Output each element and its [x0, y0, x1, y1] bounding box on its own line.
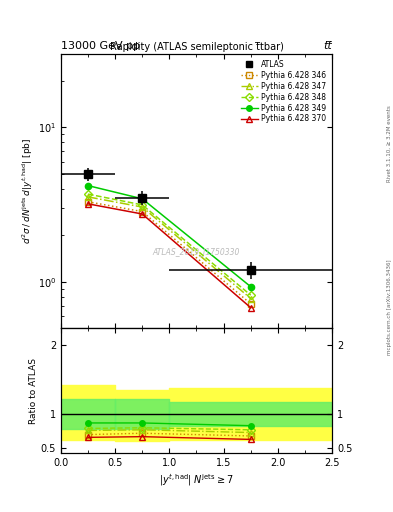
Pythia 6.428 347	[248, 295, 253, 302]
Line: Pythia 6.428 370: Pythia 6.428 370	[85, 201, 254, 311]
Pythia 6.428 346	[140, 208, 145, 215]
Title: Rapidity (ATLAS semileptonic t̅tbar): Rapidity (ATLAS semileptonic t̅tbar)	[110, 41, 283, 52]
Legend: ATLAS, Pythia 6.428 346, Pythia 6.428 347, Pythia 6.428 348, Pythia 6.428 349, P: ATLAS, Pythia 6.428 346, Pythia 6.428 34…	[239, 57, 328, 126]
Y-axis label: $d^2\sigma\,/\,dN^{\rm jets}\,d|y^{t,\rm had}|$ [pb]: $d^2\sigma\,/\,dN^{\rm jets}\,d|y^{t,\rm…	[20, 138, 35, 244]
Pythia 6.428 346	[248, 301, 253, 307]
Pythia 6.428 347	[86, 194, 90, 200]
Pythia 6.428 370	[140, 211, 145, 217]
Pythia 6.428 348	[248, 292, 253, 298]
Line: Pythia 6.428 349: Pythia 6.428 349	[85, 182, 254, 290]
Pythia 6.428 347	[140, 204, 145, 210]
Pythia 6.428 349	[86, 183, 90, 189]
Pythia 6.428 349	[248, 284, 253, 290]
Line: Pythia 6.428 347: Pythia 6.428 347	[85, 194, 254, 302]
Pythia 6.428 346	[86, 199, 90, 205]
Text: 13000 GeV pp: 13000 GeV pp	[61, 41, 140, 51]
X-axis label: $|y^{t,\rm had}|\;N^{\rm jets} \geq 7$: $|y^{t,\rm had}|\;N^{\rm jets} \geq 7$	[159, 472, 234, 488]
Text: tt̅: tt̅	[323, 41, 332, 51]
Text: mcplots.cern.ch [arXiv:1306.3436]: mcplots.cern.ch [arXiv:1306.3436]	[387, 260, 392, 355]
Pythia 6.428 349	[140, 196, 145, 202]
Pythia 6.428 348	[86, 191, 90, 197]
Text: ATLAS_2019_I1750330: ATLAS_2019_I1750330	[153, 247, 240, 256]
Text: Rivet 3.1.10, ≥ 3.2M events: Rivet 3.1.10, ≥ 3.2M events	[387, 105, 392, 182]
Pythia 6.428 370	[86, 201, 90, 207]
Line: Pythia 6.428 346: Pythia 6.428 346	[85, 199, 254, 307]
Y-axis label: Ratio to ATLAS: Ratio to ATLAS	[29, 358, 38, 424]
Pythia 6.428 348	[140, 202, 145, 208]
Pythia 6.428 370	[248, 305, 253, 311]
Line: Pythia 6.428 348: Pythia 6.428 348	[85, 191, 254, 298]
